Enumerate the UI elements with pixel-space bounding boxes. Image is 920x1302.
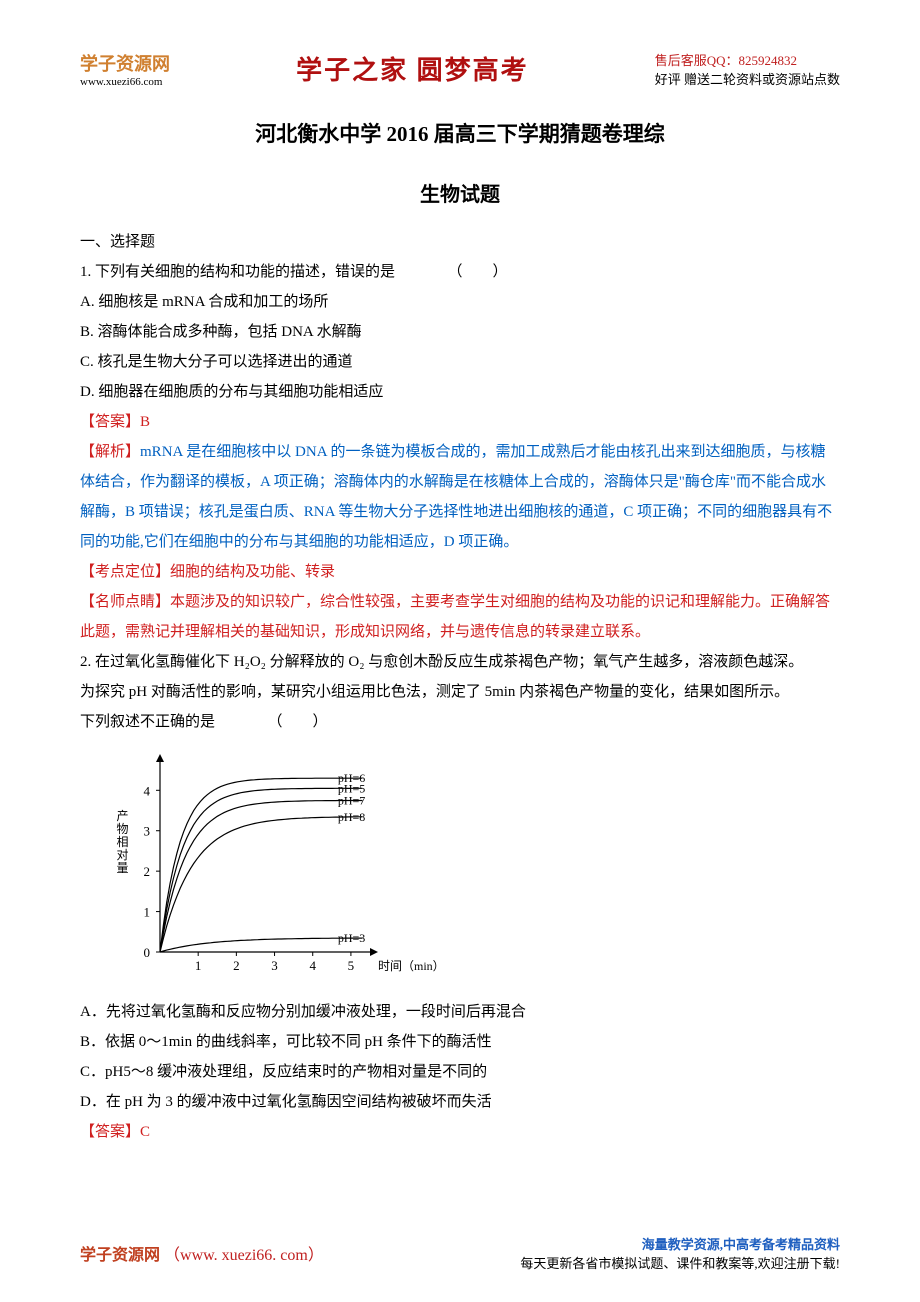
q2-answer-line: 【答案】C <box>80 1117 840 1147</box>
svg-text:3: 3 <box>144 824 151 839</box>
svg-text:2: 2 <box>144 864 151 879</box>
q2-option-d: D．在 pH 为 3 的缓冲液中过氧化氢酶因空间结构被破坏而失活 <box>80 1087 840 1117</box>
q2-stem-1: 2. 在过氧化氢酶催化下 H₂O₂ 分解释放的 O₂ 与愈创木酚反应生成茶褐色产… <box>80 647 840 677</box>
page-footer: 学子资源网 （www. xuezi66. com） 海量教学资源,中高考备考精品… <box>80 1234 840 1272</box>
svg-text:pH=3: pH=3 <box>338 931 365 945</box>
svg-text:时间（min）: 时间（min） <box>378 959 440 973</box>
q1-option-b: B. 溶酶体能合成多种酶，包括 DNA 水解酶 <box>80 317 840 347</box>
header-contact: 售后客服QQ：825924832 好评 赠送二轮资料或资源站点数 <box>655 50 840 88</box>
q2-option-c: C．pH5～8 缓冲液处理组，反应结束时的产物相对量是不同的 <box>80 1057 840 1087</box>
page-header: 学子资源网 www.xuezi66.com 学子之家 圆梦高考 售后客服QQ：8… <box>80 50 840 88</box>
svg-text:pH=8: pH=8 <box>338 810 365 824</box>
section-heading: 一、选择题 <box>80 227 840 257</box>
svg-text:产物相对量: 产物相对量 <box>115 809 129 874</box>
contact-note: 好评 赠送二轮资料或资源站点数 <box>655 69 840 88</box>
q2-stem-2: 为探究 pH 对酶活性的影响，某研究小组运用比色法，测定了 5min 内茶褐色产… <box>80 677 840 707</box>
svg-text:pH=7: pH=7 <box>338 794 365 808</box>
q1-analysis: 【解析】mRNA 是在细胞核中以 DNA 的一条链为模板合成的，需加工成熟后才能… <box>80 437 840 557</box>
footer-right-line1: 海量教学资源,中高考备考精品资料 <box>520 1234 840 1253</box>
q1-teacher-label: 【名师点睛】 <box>80 594 170 610</box>
document-title: 河北衡水中学 2016 届高三下学期猜题卷理综 <box>80 118 840 148</box>
brand-name: 学子资源网 <box>80 50 170 76</box>
brand-url: www.xuezi66.com <box>80 76 170 88</box>
q2-option-a: A．先将过氧化氢酶和反应物分别加缓冲液处理，一段时间后再混合 <box>80 997 840 1027</box>
q1-analysis-text: mRNA 是在细胞核中以 DNA 的一条链为模板合成的，需加工成熟后才能由核孔出… <box>80 444 832 550</box>
svg-text:4: 4 <box>309 958 316 973</box>
svg-text:2: 2 <box>233 958 240 973</box>
footer-left: 学子资源网 （www. xuezi66. com） <box>80 1241 324 1265</box>
q1-teacher-text: 本题涉及的知识较广，综合性较强，主要考查学生对细胞的结构及功能的识记和理解能力。… <box>80 594 830 640</box>
q1-teacher: 【名师点睛】本题涉及的知识较广，综合性较强，主要考查学生对细胞的结构及功能的识记… <box>80 587 840 647</box>
q2-option-b: B．依据 0～1min 的曲线斜率，可比较不同 pH 条件下的酶活性 <box>80 1027 840 1057</box>
q1-kaodian-text: 细胞的结构及功能、转录 <box>170 564 335 580</box>
svg-text:1: 1 <box>195 958 202 973</box>
q1-kaodian-label: 【考点定位】 <box>80 564 170 580</box>
q2-chart: 1234501234时间（min）产物相对量pH=6pH=5pH=7pH=8pH… <box>100 747 840 987</box>
q2-stem-3: 下列叙述不正确的是 （ ） <box>80 707 840 737</box>
q1-stem: 1. 下列有关细胞的结构和功能的描述，错误的是 （ ） <box>80 257 840 287</box>
brand-left-block: 学子资源网 www.xuezi66.com <box>80 50 170 88</box>
q1-kaodian: 【考点定位】细胞的结构及功能、转录 <box>80 557 840 587</box>
footer-brand: 学子资源网 <box>80 1247 160 1264</box>
svg-text:3: 3 <box>271 958 278 973</box>
footer-right: 海量教学资源,中高考备考精品资料 每天更新各省市模拟试题、课件和教案等,欢迎注册… <box>520 1234 840 1272</box>
contact-qq: 售后客服QQ：825924832 <box>655 50 840 69</box>
header-slogan: 学子之家 圆梦高考 <box>296 50 529 87</box>
q1-option-a: A. 细胞核是 mRNA 合成和加工的场所 <box>80 287 840 317</box>
footer-url: （www. xuezi66. com） <box>164 1247 324 1264</box>
q1-answer-line: 【答案】B <box>80 407 840 437</box>
q2-answer-value: C <box>140 1124 150 1140</box>
q1-analysis-label: 【解析】 <box>80 444 140 460</box>
q1-option-d: D. 细胞器在细胞质的分布与其细胞功能相适应 <box>80 377 840 407</box>
q1-answer-value: B <box>140 414 150 430</box>
q1-answer-label: 【答案】 <box>80 414 140 430</box>
svg-text:5: 5 <box>348 958 355 973</box>
subject-title: 生物试题 <box>80 178 840 207</box>
svg-text:0: 0 <box>144 945 151 960</box>
svg-text:4: 4 <box>144 783 151 798</box>
svg-text:1: 1 <box>144 905 151 920</box>
q2-answer-label: 【答案】 <box>80 1124 140 1140</box>
q1-option-c: C. 核孔是生物大分子可以选择进出的通道 <box>80 347 840 377</box>
line-chart-svg: 1234501234时间（min）产物相对量pH=6pH=5pH=7pH=8pH… <box>100 747 440 987</box>
footer-right-line2: 每天更新各省市模拟试题、课件和教案等,欢迎注册下载! <box>520 1253 840 1272</box>
